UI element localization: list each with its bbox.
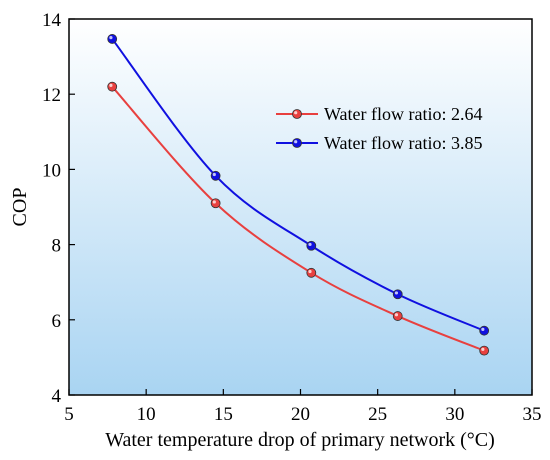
plot-area [69, 19, 532, 395]
x-tick-label: 15 [214, 404, 233, 425]
x-tick-label: 30 [445, 404, 464, 425]
x-axis: 5 10 15 20 25 30 35 [64, 389, 542, 425]
data-point-highlight [481, 327, 485, 332]
data-point-highlight [212, 200, 216, 204]
data-point [306, 267, 317, 278]
x-tick-label: 10 [137, 404, 156, 425]
x-tick-label: 5 [64, 404, 74, 425]
x-tick-label: 20 [291, 404, 310, 425]
data-point-highlight [212, 172, 216, 177]
data-point-highlight [308, 242, 312, 247]
data-point-highlight [394, 313, 399, 317]
data-point [306, 240, 317, 251]
legend-marker-highlight [294, 111, 298, 115]
x-axis-label: Water temperature drop of primary networ… [105, 429, 495, 451]
legend-marker-1 [292, 109, 302, 119]
data-point-highlight [109, 83, 113, 87]
y-axis-label: COP [9, 188, 31, 227]
data-point [210, 198, 221, 209]
data-point [107, 34, 118, 44]
data-point [392, 311, 403, 321]
data-point [479, 325, 490, 336]
data-point [392, 289, 403, 300]
y-tick-label: 4 [52, 386, 62, 407]
data-point-highlight [481, 347, 485, 351]
data-point-highlight [308, 269, 312, 274]
legend: Water flow ratio: 2.64 Water flow ratio: … [276, 104, 483, 153]
y-tick-label: 12 [42, 85, 61, 106]
legend-marker-highlight [294, 140, 298, 144]
x-tick-label: 35 [523, 404, 542, 425]
data-point-highlight [109, 36, 113, 40]
series-layer [107, 34, 490, 356]
series-line-1 [111, 86, 485, 352]
data-point [107, 81, 118, 92]
y-tick-label: 10 [42, 160, 61, 181]
y-axis: 4 6 8 10 12 14 [42, 10, 75, 407]
data-point-highlight [394, 291, 399, 295]
legend-marker-2 [292, 138, 302, 148]
y-tick-label: 8 [52, 236, 62, 257]
series-line-2 [111, 38, 485, 332]
y-tick-label: 6 [52, 311, 62, 332]
legend-label-2: Water flow ratio: 3.85 [324, 133, 483, 153]
legend-label-1: Water flow ratio: 2.64 [324, 104, 483, 124]
x-tick-label: 25 [368, 404, 387, 425]
y-tick-label: 14 [42, 10, 62, 31]
data-point [479, 345, 490, 356]
data-point [210, 170, 221, 181]
